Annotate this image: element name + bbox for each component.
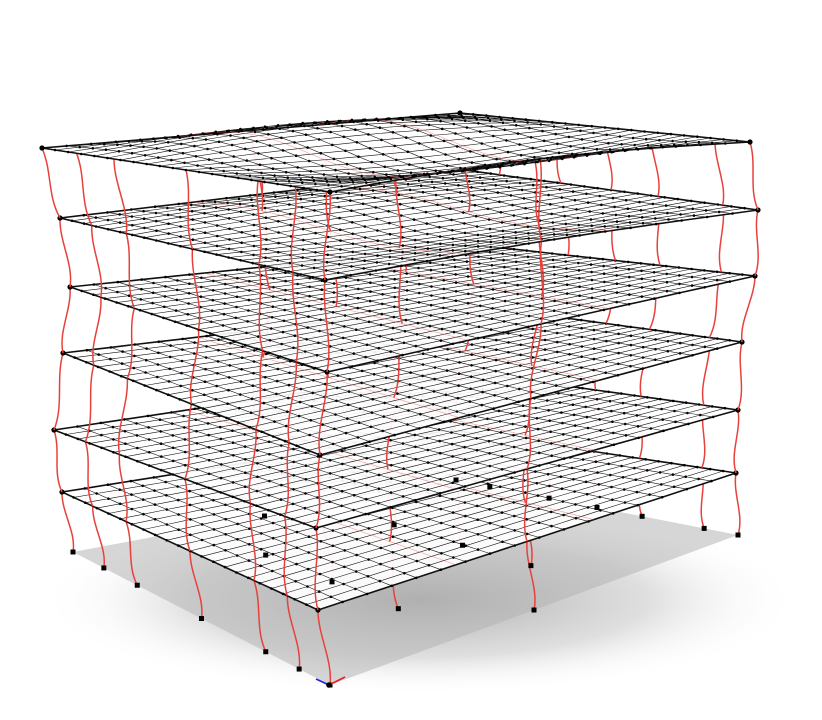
column-segment	[61, 491, 75, 553]
column-segment	[754, 209, 759, 277]
column-segment	[286, 595, 301, 670]
floor-slab-6	[39, 110, 753, 195]
slab-corner-node	[39, 145, 45, 151]
column-segment	[538, 158, 543, 242]
column-segment	[315, 454, 321, 529]
column-segment	[283, 442, 290, 517]
column-segment	[61, 286, 71, 354]
column-segment	[117, 378, 129, 455]
column-segment	[529, 323, 542, 399]
column-segment	[189, 550, 203, 619]
column-segment	[253, 580, 267, 653]
support-node	[528, 563, 534, 569]
column-segment	[734, 472, 741, 536]
column-segment	[737, 341, 743, 411]
column-segment	[733, 409, 740, 474]
column-segment	[283, 516, 289, 597]
column-segment	[113, 158, 128, 234]
support-node	[487, 484, 493, 490]
column-segment	[255, 350, 264, 430]
column-segment	[41, 147, 61, 219]
support-node	[395, 606, 401, 612]
column-segment	[248, 429, 257, 504]
slab-corner-node	[327, 189, 333, 195]
column-segment	[189, 329, 200, 405]
column-segment	[59, 217, 72, 288]
support-node	[701, 525, 707, 531]
building-frame	[39, 110, 761, 688]
support-node	[639, 513, 645, 519]
column-segment	[118, 454, 128, 522]
column-segment	[126, 308, 136, 379]
support-node	[329, 579, 335, 585]
support-node	[263, 552, 269, 558]
column-segment	[314, 527, 319, 611]
column-segment	[91, 225, 103, 298]
column-segment	[534, 161, 541, 227]
column-segment	[318, 371, 328, 456]
column-segment	[395, 176, 402, 248]
column-segment	[740, 275, 756, 343]
column-segment	[317, 609, 332, 686]
column-segment	[84, 365, 95, 443]
column-segment	[249, 503, 257, 581]
column-segment	[523, 468, 529, 542]
column-segment	[256, 180, 262, 265]
support-node	[391, 522, 397, 528]
support-node	[70, 549, 76, 555]
column-segment	[91, 506, 106, 569]
column-segment	[191, 248, 201, 330]
column-segment	[125, 521, 138, 586]
column-segment	[714, 138, 725, 206]
support-node	[531, 607, 537, 613]
support-node	[460, 542, 466, 548]
slab-corner-node	[457, 110, 463, 116]
axis-origin	[326, 682, 332, 688]
support-node	[594, 505, 600, 510]
column-segment	[291, 272, 299, 362]
support-node	[262, 513, 267, 519]
support-node	[101, 565, 107, 571]
column-segment	[84, 441, 94, 507]
column-segment	[258, 264, 264, 352]
column-segment	[290, 186, 297, 273]
column-segment	[287, 361, 298, 443]
slab-corner-node	[747, 139, 753, 145]
support-node	[199, 616, 204, 621]
slab-nodes	[40, 111, 752, 194]
column-segment	[53, 352, 64, 431]
column-segment	[53, 429, 63, 493]
global-axis-triad-icon	[315, 676, 346, 688]
column-segment	[323, 279, 330, 373]
support-node	[263, 649, 269, 655]
support-node	[134, 582, 140, 588]
column-segment	[185, 169, 194, 250]
column-segment	[322, 191, 332, 281]
column-segment	[184, 403, 193, 480]
support-node	[453, 477, 459, 483]
axis-x	[328, 676, 346, 686]
support-node	[735, 532, 741, 538]
column-segment	[749, 141, 759, 211]
support-node	[296, 666, 302, 672]
column-segment	[92, 297, 102, 366]
column-segment	[184, 478, 191, 552]
support-node	[546, 495, 552, 501]
column-segment	[75, 153, 93, 226]
column-segment	[526, 541, 536, 611]
column-segment	[125, 233, 135, 309]
